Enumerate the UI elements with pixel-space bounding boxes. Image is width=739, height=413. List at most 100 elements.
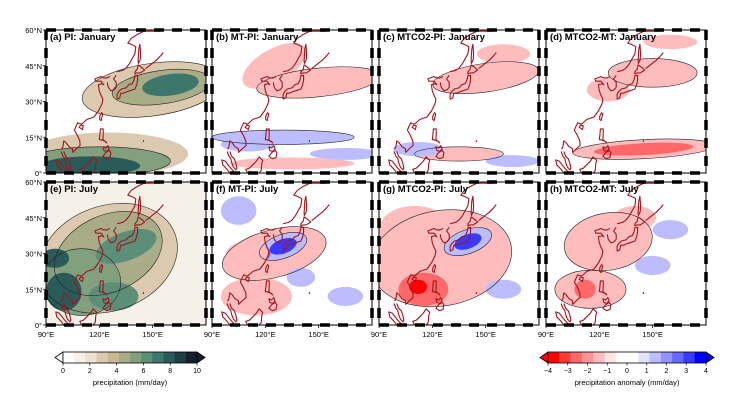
coastline-kurils [145, 204, 164, 222]
coastline-luzon [264, 280, 274, 296]
coastline-group [555, 30, 664, 173]
coastline-china [243, 75, 277, 125]
coastline-taiwan [265, 112, 270, 122]
coastline-hainan [578, 276, 584, 283]
coastline-korea [272, 74, 283, 92]
coastline-sakhalin [303, 195, 308, 216]
panel-title: (f) MT-PI: July [216, 184, 279, 195]
contour-line [111, 68, 206, 106]
coastline-taiwan [99, 112, 104, 122]
panel-field [546, 30, 706, 173]
panel-f: (f) MT-PI: July 90°E 120°E 150°E [204, 180, 374, 339]
coastline-borneo [412, 156, 431, 173]
coastline-hokkaido [467, 64, 479, 75]
coastline-mindanao [602, 301, 612, 312]
coastline-hainan [244, 276, 250, 283]
colorbar-swatch [152, 352, 164, 363]
contour-line [443, 227, 492, 256]
colorbar-swatch [649, 352, 662, 363]
contour-line [572, 138, 706, 160]
lat-tick-label: 60°N [25, 26, 42, 35]
coastline-korea [106, 74, 117, 92]
coastline-hokkaido [134, 216, 146, 227]
field-contour [95, 229, 157, 264]
colorbar-swatch [141, 352, 153, 363]
field-contour [46, 248, 70, 268]
coastline-borneo [579, 308, 598, 325]
coastline-kurils [478, 52, 497, 70]
coastline-borneo [579, 156, 598, 173]
field-contour [88, 282, 139, 311]
colorbar-swatch [130, 352, 142, 363]
panel-field [379, 182, 539, 325]
lon-tick-label: 150°E [142, 330, 163, 339]
colorbar-swatch [593, 352, 605, 363]
panel-title: (c) MTCO2-PI: January [383, 32, 486, 43]
lat-tick-label: 30°N [25, 98, 42, 107]
coastline-luzon [598, 128, 608, 144]
coastline-russia [616, 182, 662, 225]
coastline-sakhalin [637, 43, 642, 64]
coastline-china [577, 75, 611, 125]
coastline-visayas [602, 297, 610, 305]
coastline-borneo [245, 308, 264, 325]
colorbar-tick-label: 10 [193, 368, 201, 375]
coastline-sakhalin [303, 43, 308, 64]
contour-line [222, 226, 327, 281]
coastline-hainan [411, 124, 417, 131]
coastline-japan [282, 226, 305, 252]
colorbar-swatch [660, 352, 673, 363]
contour-line [212, 129, 355, 145]
coastline-group [555, 182, 664, 325]
coastline-group [388, 182, 497, 325]
lat-tick-label: 30°N [25, 250, 42, 259]
coastline-kurils [311, 204, 330, 222]
coastline-china [410, 227, 444, 277]
coastline-taiwan [265, 264, 270, 274]
coastline-kurils [145, 52, 164, 70]
colorbar-tick-label: 0 [625, 368, 629, 375]
coastline-kurils [478, 204, 497, 222]
coastline-indochina [61, 121, 81, 153]
lat-tick-label: 60°N [25, 178, 42, 187]
colorbar-tick-label: 1 [645, 368, 649, 375]
coastline-borneo [245, 156, 264, 173]
colorbar-swatch [694, 352, 707, 363]
colorbar-swatch [683, 352, 696, 363]
colorbar-tick-label: 4 [115, 368, 119, 375]
field-contour [226, 241, 269, 266]
coastline-indochina [227, 273, 247, 305]
contour-line [607, 58, 698, 88]
coastline-hainan [244, 124, 250, 131]
colorbar-tick-label: −1 [603, 368, 611, 375]
colorbar-tick-label: 6 [141, 368, 145, 375]
coastline-hainan [411, 276, 417, 283]
coastline-luzon [598, 280, 608, 296]
lon-tick-label: 90°E [371, 330, 387, 339]
contour-line [256, 66, 372, 99]
field-contour [613, 205, 657, 230]
coastline-china [577, 227, 611, 277]
colorbar-label: precipitation anomaly (mm/day) [575, 378, 680, 387]
coastline-korea [606, 74, 617, 92]
coastline-sakhalin [470, 195, 475, 216]
colorbar-swatch [627, 352, 639, 363]
field-contour [220, 196, 257, 225]
contour-line [563, 212, 653, 272]
coastline-malay [560, 151, 572, 171]
colorbar-tick-label: −4 [544, 368, 552, 375]
lon-tick-label: 90°E [204, 330, 220, 339]
field-contour [432, 61, 539, 94]
coastline-hainan [78, 124, 84, 131]
coastline-japan [116, 74, 139, 100]
coastline-visayas [435, 297, 443, 305]
coastline-mindanao [435, 149, 445, 160]
coastline-taiwan [599, 264, 604, 274]
coastline-japan [449, 226, 472, 252]
field-contour [220, 137, 275, 152]
field-contour [485, 279, 522, 299]
coastline-russia [116, 182, 162, 225]
coastline-luzon [431, 128, 441, 144]
lon-tick-label: 150°E [308, 330, 329, 339]
